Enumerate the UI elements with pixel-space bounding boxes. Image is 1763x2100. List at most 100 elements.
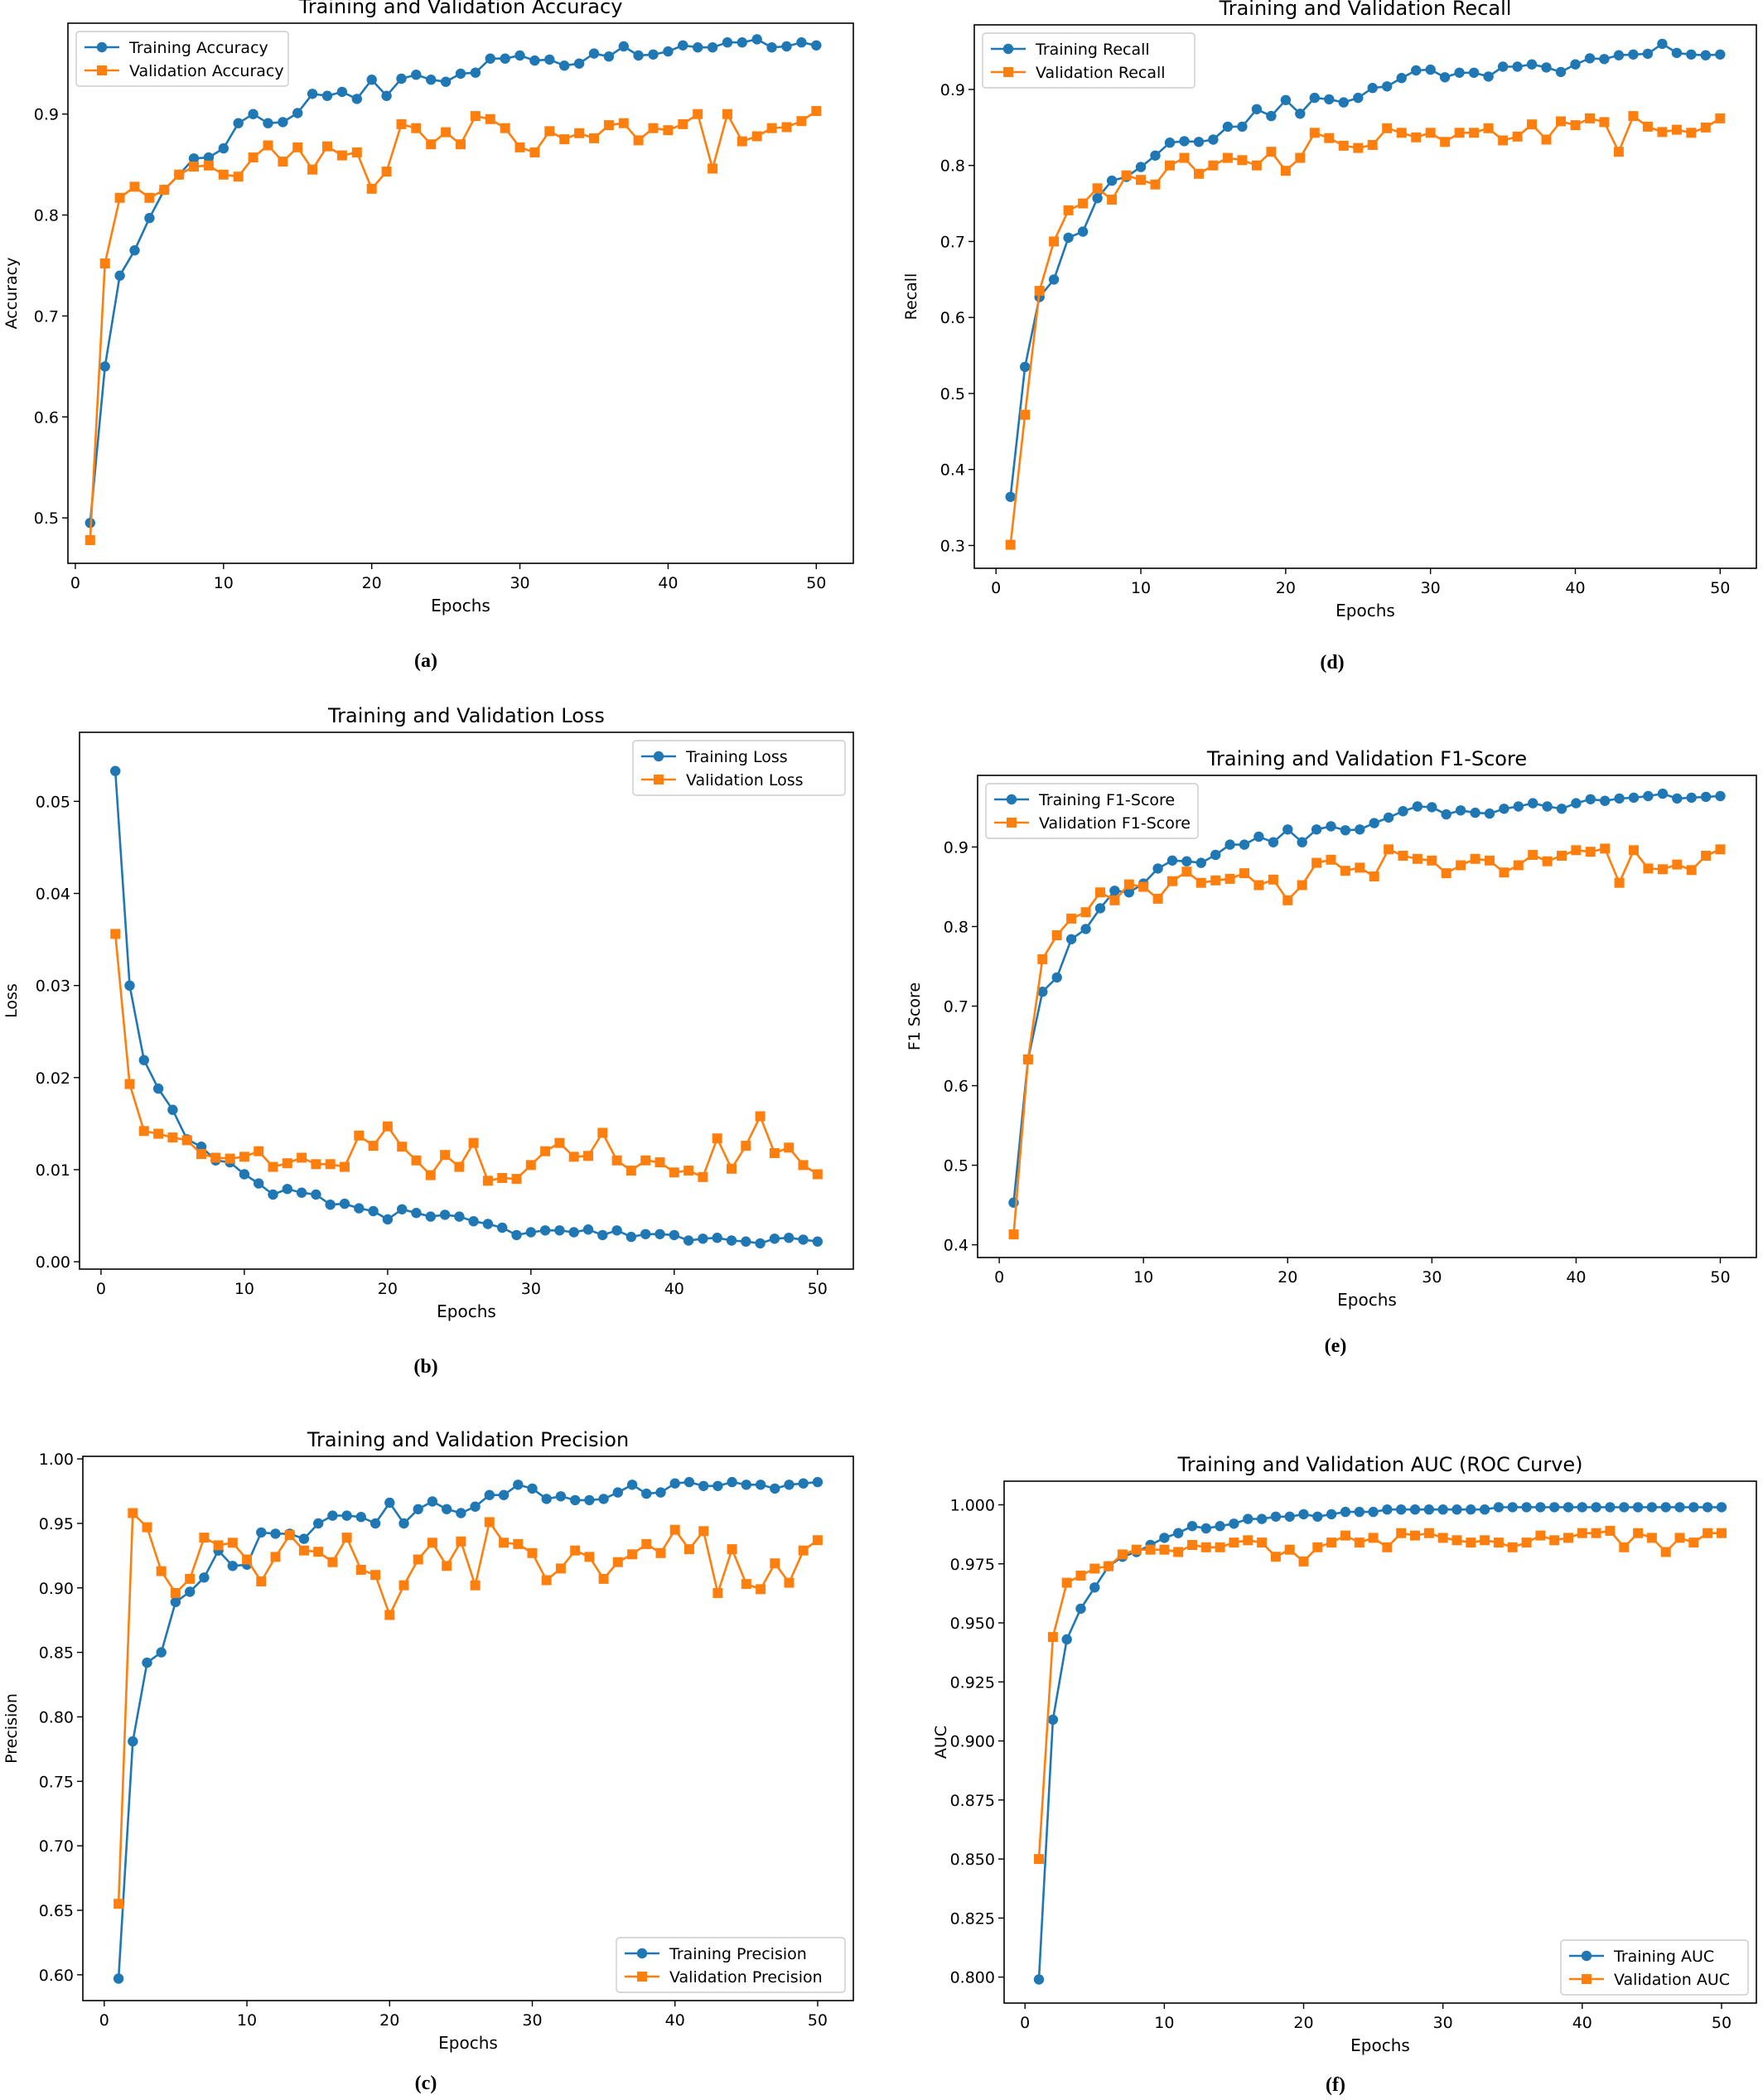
data-point xyxy=(1367,140,1378,150)
data-point xyxy=(210,1152,221,1163)
data-point xyxy=(282,1158,292,1169)
data-point xyxy=(1368,1533,1379,1543)
data-point xyxy=(1557,851,1567,861)
data-point xyxy=(1657,788,1669,799)
data-point xyxy=(727,1163,737,1174)
data-point xyxy=(282,1184,292,1195)
data-point xyxy=(298,1533,310,1544)
series-training xyxy=(110,765,823,1249)
data-point xyxy=(1297,837,1307,847)
data-point xyxy=(796,37,807,48)
data-point xyxy=(712,1133,722,1144)
x-axis-label: Epochs xyxy=(431,596,490,616)
data-point xyxy=(1671,47,1683,59)
data-point xyxy=(514,142,525,152)
data-point xyxy=(1686,128,1697,138)
data-point xyxy=(248,109,258,119)
data-point xyxy=(110,929,121,939)
data-point xyxy=(313,1547,324,1557)
caption-a: (a) xyxy=(414,650,437,672)
data-point xyxy=(1165,160,1175,171)
data-point xyxy=(167,1132,178,1143)
data-point xyxy=(327,1557,338,1567)
chart-panel-1: Training and Validation Accuracy 0 10 20 30 4… xyxy=(2,0,854,616)
x-axis-label: Epochs xyxy=(438,2033,498,2053)
data-point xyxy=(1150,150,1161,161)
data-point xyxy=(741,1236,751,1247)
data-point xyxy=(1493,1538,1504,1548)
data-point xyxy=(573,58,585,69)
legend-label: Validation AUC xyxy=(1614,1971,1730,1989)
data-point xyxy=(784,1480,795,1490)
data-point xyxy=(142,1522,152,1533)
series-training xyxy=(1008,788,1726,1208)
data-point xyxy=(470,111,481,122)
y-tick-label: 0.925 xyxy=(950,1673,995,1692)
data-point xyxy=(1382,1504,1393,1515)
data-point xyxy=(1451,1504,1462,1515)
data-point xyxy=(498,1489,510,1500)
data-point xyxy=(1657,127,1668,138)
legend: Training Accuracy Validation Accuracy xyxy=(75,31,289,87)
data-point xyxy=(1527,119,1537,130)
legend: Training AUC Validation AUC xyxy=(1560,1939,1749,1996)
data-point xyxy=(1051,930,1062,940)
data-point xyxy=(1354,1538,1365,1548)
data-point xyxy=(144,213,155,224)
data-point xyxy=(370,1570,381,1581)
data-point xyxy=(1324,133,1335,143)
data-point xyxy=(1526,59,1538,70)
y-tick-label: 0.65 xyxy=(39,1902,74,1920)
y-axis-label: Loss xyxy=(2,983,21,1018)
data-point xyxy=(440,1150,451,1161)
data-point xyxy=(554,1137,565,1148)
legend-marker xyxy=(1003,67,1013,77)
data-point xyxy=(152,1083,164,1094)
data-point xyxy=(1499,867,1509,878)
data-point xyxy=(227,1561,238,1571)
y-tick-label: 0.950 xyxy=(950,1615,995,1633)
data-point xyxy=(1020,409,1031,420)
data-point xyxy=(413,1554,423,1565)
data-point xyxy=(1298,1556,1309,1567)
chart-title: Training and Validation Recall xyxy=(1219,0,1512,20)
data-point xyxy=(470,67,481,78)
data-point xyxy=(1135,162,1147,172)
y-axis-label: Recall xyxy=(902,273,920,321)
data-point xyxy=(781,41,792,52)
data-point xyxy=(1563,1533,1573,1543)
x-tick-label: 20 xyxy=(362,574,382,592)
data-point xyxy=(411,123,422,133)
data-point xyxy=(468,1137,479,1148)
data-point xyxy=(693,42,703,53)
data-point xyxy=(693,109,703,119)
data-point xyxy=(1497,61,1509,72)
data-point xyxy=(655,1547,666,1558)
data-point xyxy=(1210,875,1221,886)
data-point xyxy=(227,1538,238,1548)
data-point xyxy=(707,42,718,53)
data-point xyxy=(398,1518,409,1529)
legend-box xyxy=(75,31,289,87)
data-point xyxy=(766,123,777,133)
data-point xyxy=(1715,49,1726,60)
data-point xyxy=(1555,66,1567,78)
x-tick-label: 30 xyxy=(1422,1268,1442,1287)
data-point xyxy=(555,1491,567,1502)
legend-marker xyxy=(636,1948,648,1959)
data-point xyxy=(525,1160,536,1171)
data-point xyxy=(1063,232,1074,244)
data-point xyxy=(1179,152,1190,163)
caption-c: (c) xyxy=(414,2073,437,2094)
series-validation xyxy=(110,929,823,1186)
data-point xyxy=(270,1552,281,1562)
data-point xyxy=(456,139,466,150)
y-tick-label: 0.6 xyxy=(34,408,59,427)
data-point xyxy=(1642,121,1653,132)
data-point xyxy=(1167,876,1177,886)
y-tick-label: 0.4 xyxy=(940,461,965,480)
y-tick-label: 0.7 xyxy=(34,307,59,326)
data-point xyxy=(1715,113,1726,123)
data-point xyxy=(398,1580,409,1591)
data-point xyxy=(256,1576,267,1586)
